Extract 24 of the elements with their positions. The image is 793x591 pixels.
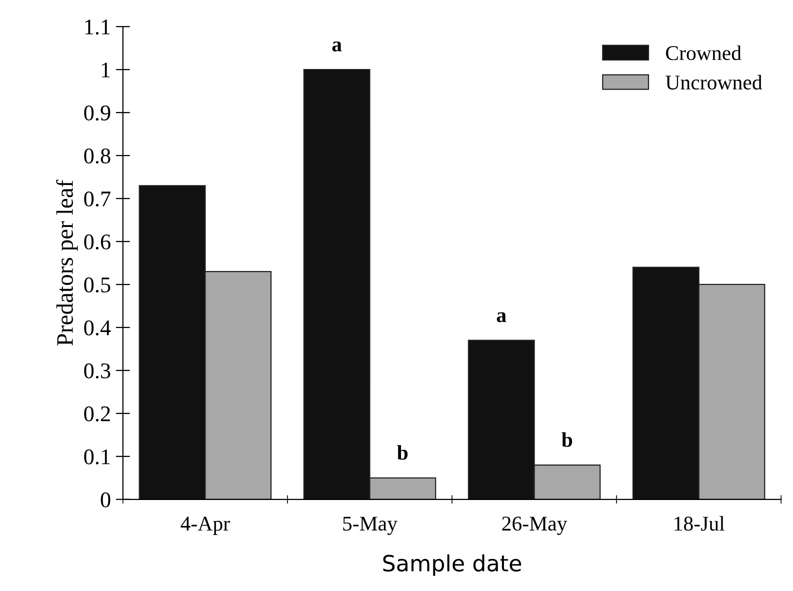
x-tick-label: 26-May [502,516,568,535]
y-tick-label: 1.1 [85,20,110,35]
legend-label: Uncrowned [666,74,762,90]
y-tick-label: 0.4 [84,320,111,336]
annotation: b [397,445,408,460]
annotation: a [496,312,506,322]
annotation: a [332,41,342,52]
annotation: b [562,432,572,447]
y-tick-label: 1 [102,62,110,78]
x-tick-label: 18-Jul [674,516,724,531]
y-tick-label: 0.2 [84,406,110,422]
y-tick-label: 0.5 [84,277,110,293]
y-tick-label: 0.8 [84,148,110,164]
y-axis-title: Predators per leaf [56,180,78,346]
x-tick-label: 5-May [343,516,398,535]
y-tick-label: 0.7 [84,191,110,207]
y-tick-label: 0.1 [84,449,110,464]
y-tick-label: 0 [100,492,110,508]
x-tick-label: 4-Apr [180,516,230,535]
x-axis-title: Sample date [383,554,522,576]
y-tick-label: 0.6 [84,234,110,250]
y-tick-label: 0.3 [84,363,110,378]
legend-label: Crowned [666,45,742,60]
y-tick-label: 0.9 [84,105,110,121]
